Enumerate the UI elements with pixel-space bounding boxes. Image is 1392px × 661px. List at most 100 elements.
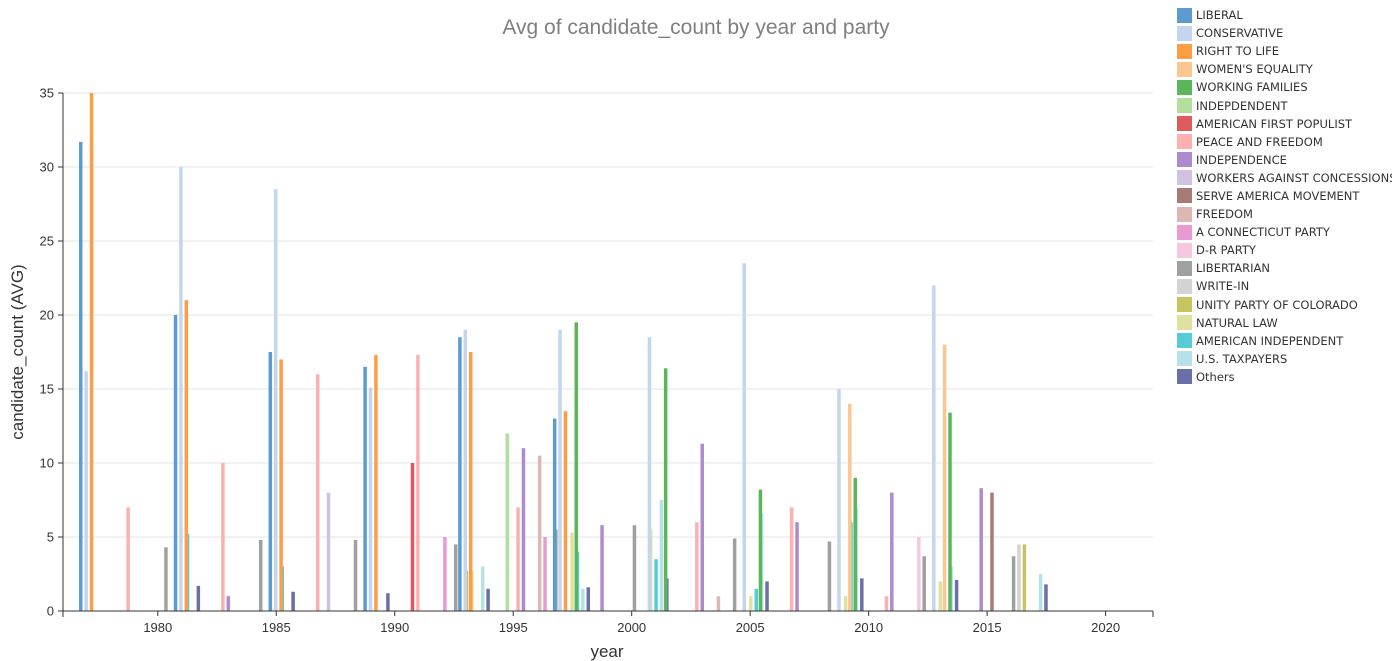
legend-swatch [1177, 116, 1192, 132]
legend-item-write-in: WRITE-IN [1177, 277, 1392, 295]
legend-item-a-connecticut-party: A CONNECTICUT PARTY [1177, 223, 1392, 241]
bar-2014-independence [979, 488, 983, 611]
bar-1980-liberal [173, 315, 178, 611]
bar-1986-peace-and-freedom [315, 374, 320, 611]
legend-label: WRITE-IN [1196, 279, 1250, 294]
bar-2000-conservative [647, 337, 652, 611]
bar-1994-u-s-taxpayers [581, 588, 585, 611]
legend-item-american-independent: AMERICAN INDEPENDENT [1177, 332, 1392, 350]
bar-2002-american-independent [754, 588, 758, 611]
legend-swatch [1177, 43, 1192, 59]
legend-item-workers-against-concessions: WORKERS AGAINST CONCESSIONS [1177, 169, 1392, 187]
bar-2012-working-families [948, 412, 952, 611]
bar-2012-women-s-equality [942, 344, 947, 611]
bar-1990-american-first-populist [410, 463, 415, 611]
bar-1988-right-to-life [374, 354, 378, 611]
x-tick-label: 2000 [617, 620, 646, 635]
bar-2010-independence [890, 492, 894, 611]
bar-2010-libertarian [922, 556, 926, 611]
legend-swatch [1177, 260, 1192, 276]
legend-swatch [1177, 206, 1192, 222]
y-tick-label: 5 [47, 530, 54, 545]
legend-item-right-to-life: RIGHT TO LIFE [1177, 42, 1392, 60]
bar-1980-right-to-life [184, 300, 189, 611]
bar-1986-others [386, 593, 390, 611]
legend-label: WOMEN'S EQUALITY [1196, 62, 1313, 77]
bar-2012-conservative [932, 285, 936, 611]
legend: LIBERAL CONSERVATIVE RIGHT TO LIFE WOMEN'S … [1177, 6, 1392, 386]
bar-2014-others [1044, 584, 1048, 611]
legend-item-conservative: CONSERVATIVE [1177, 24, 1392, 42]
bar-2002-peace-and-freedom [695, 522, 699, 611]
bar-2010-peace-and-freedom [884, 596, 889, 611]
bar-1982-libertarian [258, 539, 263, 611]
bar-1988-liberal [363, 366, 367, 611]
bar-2006-libertarian [827, 541, 832, 611]
bar-2008-conservative [837, 389, 841, 611]
bar-1982-others [291, 591, 295, 611]
x-tick-label: 2010 [854, 620, 883, 635]
bar-1990-others [486, 588, 490, 611]
bar-1984-right-to-life [279, 359, 283, 611]
bar-1992-liberal [458, 337, 462, 611]
legend-label: FREEDOM [1196, 207, 1253, 222]
y-tick-label: 30 [40, 160, 54, 175]
x-tick-label: 2015 [973, 620, 1002, 635]
legend-item-american-first-populist: AMERICAN FIRST POPULIST [1177, 115, 1392, 133]
legend-swatch [1177, 278, 1192, 294]
legend-swatch [1177, 351, 1192, 367]
bar-1990-u-s-taxpayers [480, 566, 485, 611]
legend-label: AMERICAN INDEPENDENT [1196, 333, 1344, 348]
legend-item-liberal: LIBERAL [1177, 6, 1392, 24]
bar-1986-workers-against-concessions [326, 492, 331, 611]
legend-item-unity-party-of-colorado: UNITY PARTY OF COLORADO [1177, 296, 1392, 314]
axes: 0 5 10 15 20 25 30 35 1980 1985 1990 1995 2000 2005 20… [40, 86, 1154, 635]
bar-1998-american-independent [654, 559, 658, 611]
legend-label: CONSERVATIVE [1196, 26, 1284, 41]
bar-1986-libertarian [353, 539, 358, 611]
bar-1984-liberal [268, 352, 273, 611]
x-tick-label: 1980 [143, 620, 172, 635]
legend-swatch [1177, 25, 1192, 41]
bar-2010-d-r-party [917, 537, 921, 611]
bar-2010-natural-law [938, 581, 943, 611]
x-tick-label: 1995 [499, 620, 528, 635]
legend-swatch [1177, 369, 1192, 385]
bar-1996-working-families [574, 322, 579, 611]
legend-swatch [1177, 7, 1192, 23]
legend-item-independence: INDEPENDENCE [1177, 151, 1392, 169]
bar-1994-freedom [537, 455, 542, 611]
legend-label: UNITY PARTY OF COLORADO [1196, 297, 1358, 312]
bar-2002-others [765, 581, 769, 611]
legend-swatch [1177, 61, 1192, 77]
legend-swatch [1177, 188, 1192, 204]
bar-2004-conservative [742, 263, 746, 611]
bar-1994-others [586, 587, 591, 611]
x-axis-title: year [590, 642, 623, 661]
bar-2008-women-s-equality [848, 403, 852, 611]
legend-label: SERVE AMERICA MOVEMENT [1196, 188, 1360, 203]
legend-swatch [1177, 224, 1192, 240]
bar-2002-freedom [716, 596, 721, 611]
bar-2014-u-s-taxpayers [1038, 574, 1043, 611]
legend-label: WORKERS AGAINST CONCESSIONS [1196, 170, 1392, 185]
y-tick-label: 20 [40, 308, 54, 323]
y-tick-label: 0 [47, 604, 54, 619]
legend-label: NATURAL LAW [1196, 315, 1278, 330]
legend-label: A CONNECTICUT PARTY [1196, 225, 1330, 240]
legend-swatch [1177, 98, 1192, 114]
bar-1990-peace-and-freedom [416, 354, 420, 611]
legend-label: Others [1196, 369, 1235, 384]
legend-label: WORKING FAMILIES [1196, 80, 1308, 95]
bar-1994-a-connecticut-party [543, 537, 547, 611]
legend-label: D-R PARTY [1196, 243, 1256, 258]
legend-swatch [1177, 170, 1192, 186]
legend-item-women-s-equality: WOMEN'S EQUALITY [1177, 60, 1392, 78]
bar-2008-working-families [853, 477, 857, 611]
bar-1982-independence [226, 596, 231, 611]
bar-1994-peace-and-freedom [516, 507, 520, 611]
bar-2002-libertarian [732, 538, 737, 611]
legend-label: PEACE AND FREEDOM [1196, 134, 1323, 149]
y-tick-label: 25 [40, 234, 54, 249]
legend-item-u-s-taxpayers: U.S. TAXPAYERS [1177, 350, 1392, 368]
